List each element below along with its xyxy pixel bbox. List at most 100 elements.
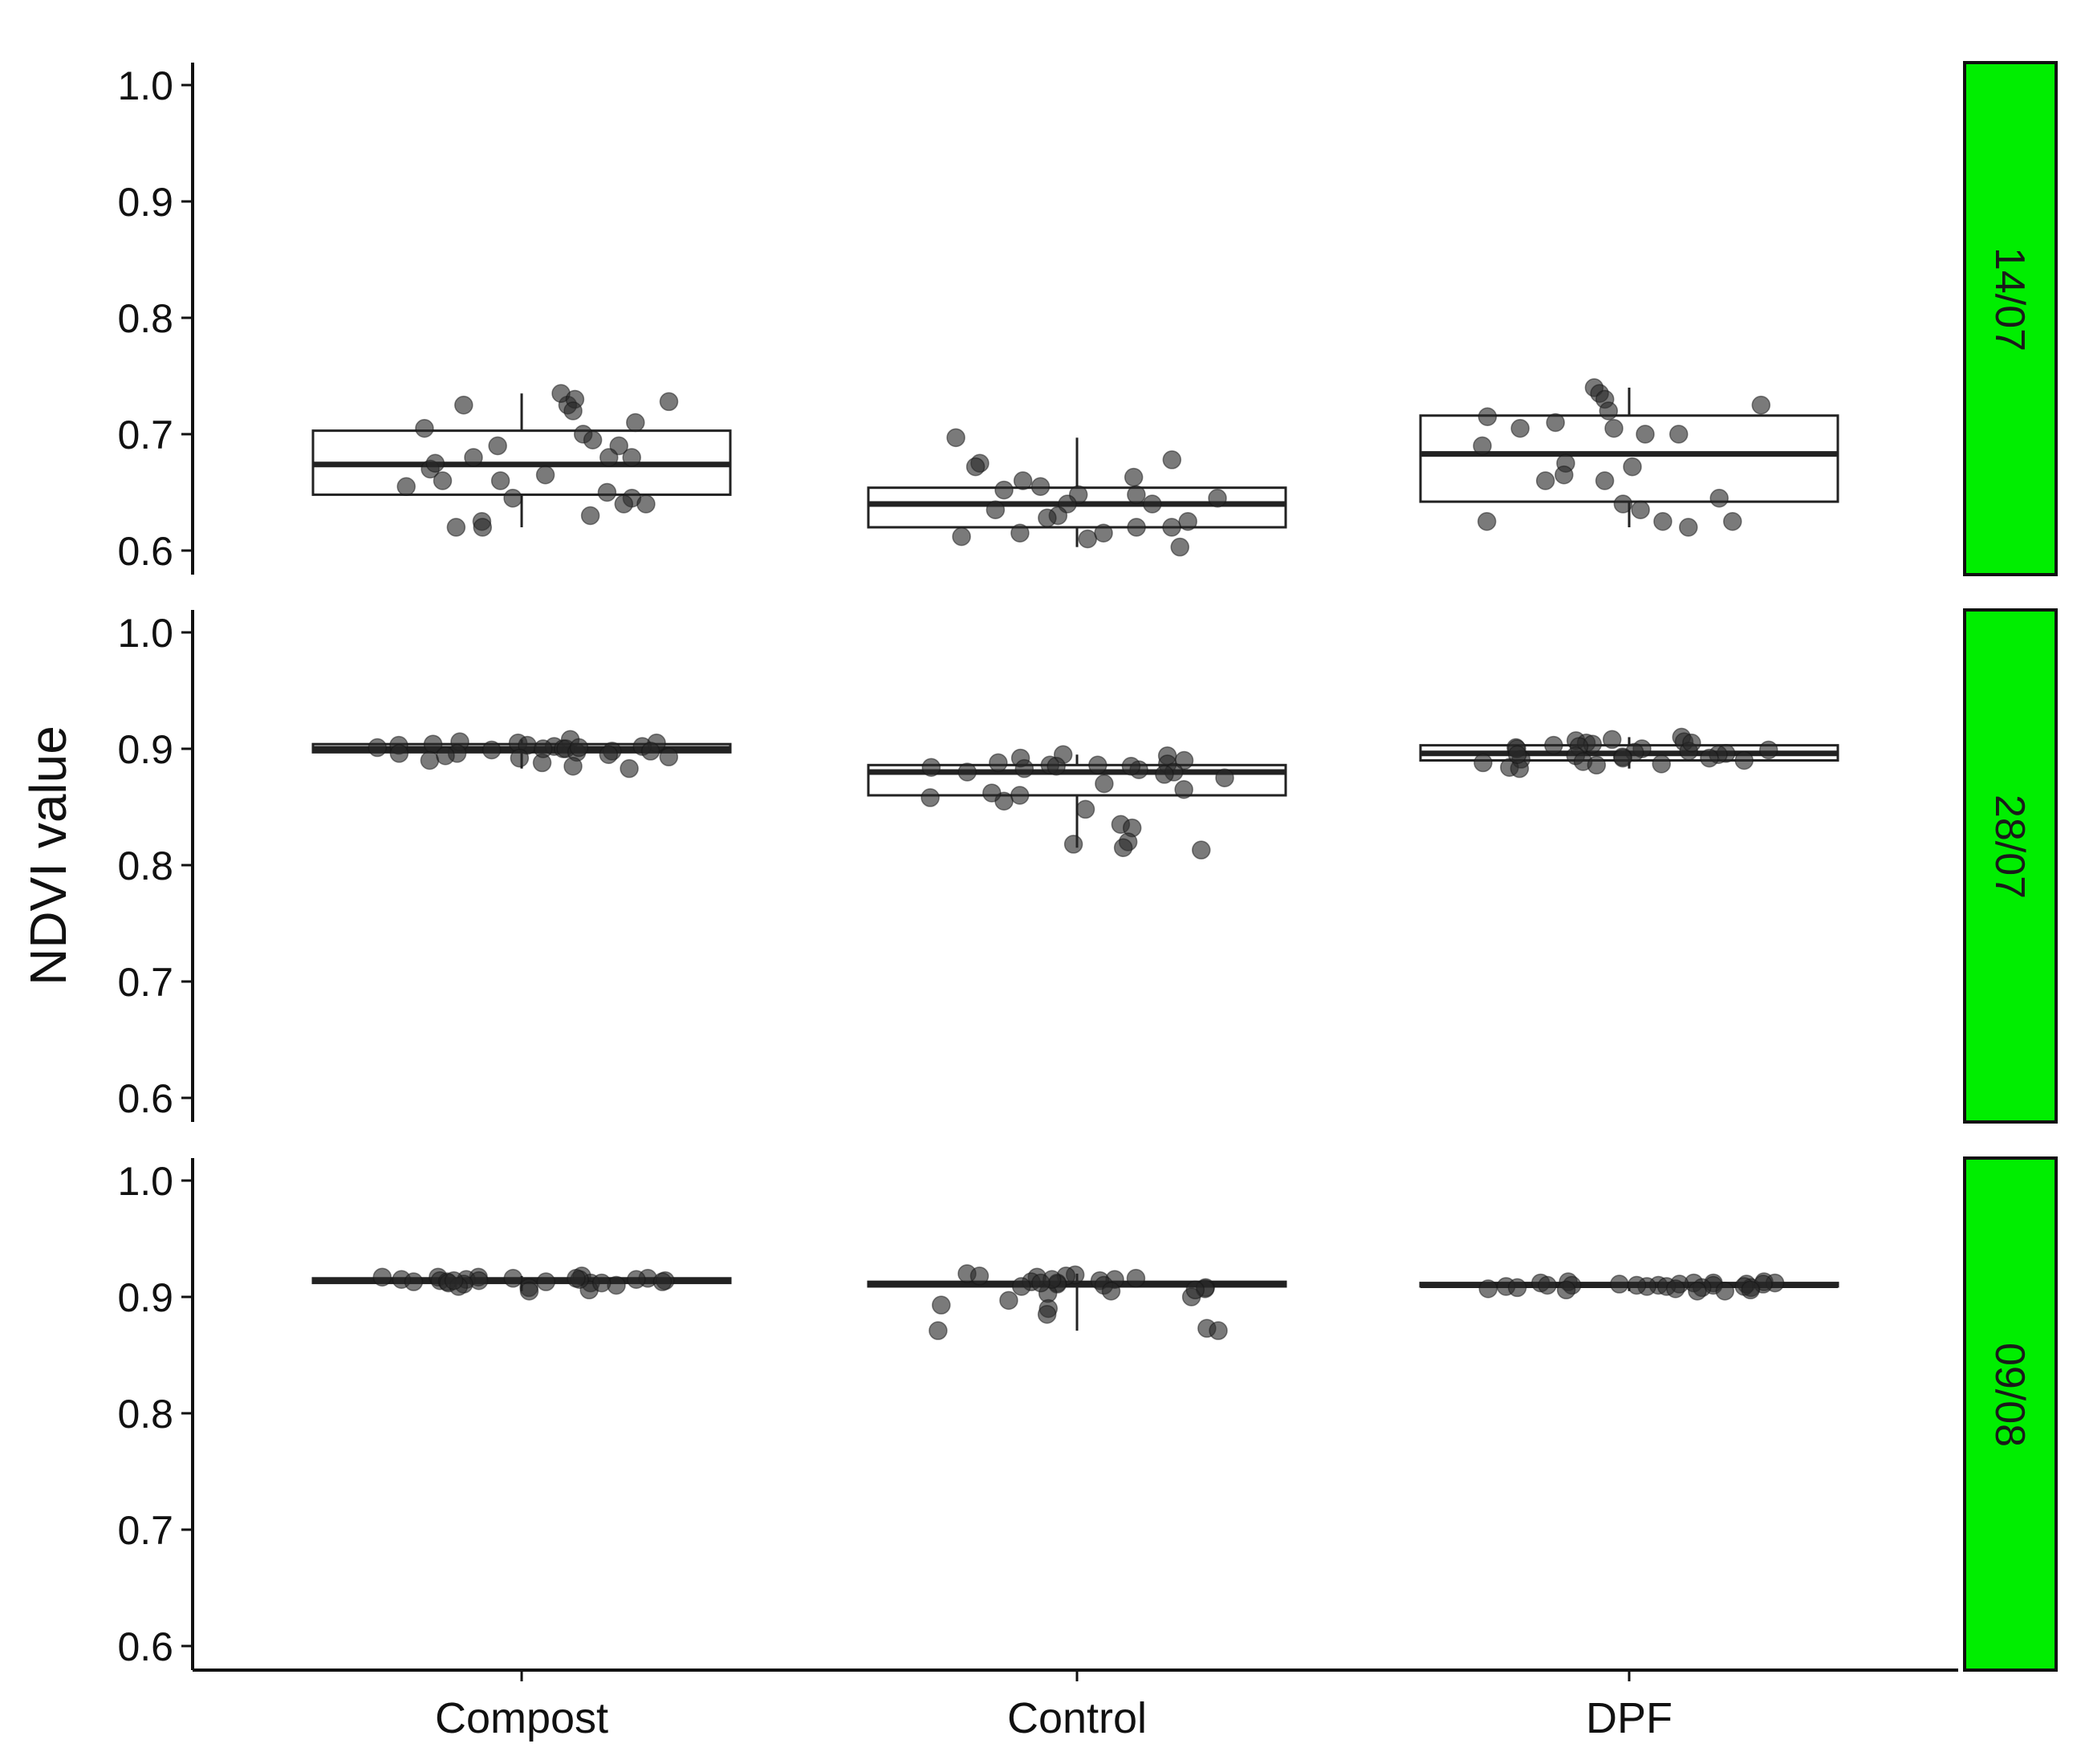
data-point xyxy=(535,465,555,485)
y-tick-label: 0.9 xyxy=(117,180,173,225)
data-point xyxy=(1602,730,1622,750)
data-point xyxy=(1599,401,1619,421)
facet-strip-label: 28/07 xyxy=(1986,795,2033,899)
data-point xyxy=(503,1269,523,1288)
data-point xyxy=(1627,1275,1647,1295)
data-point xyxy=(490,471,510,490)
data-point xyxy=(946,428,965,448)
data-point xyxy=(1538,1275,1557,1295)
data-point xyxy=(389,744,409,763)
data-point xyxy=(659,747,679,766)
points-control xyxy=(946,428,1227,557)
facet-panel-1: 0.6 0.7 0.8 0.9 1.0 14/07 xyxy=(117,61,2058,576)
y-tick-label: 0.6 xyxy=(117,1076,173,1121)
data-point xyxy=(1652,754,1671,774)
data-point xyxy=(1734,750,1754,770)
data-point xyxy=(1546,413,1565,433)
data-point xyxy=(591,1273,612,1293)
data-point xyxy=(640,742,660,761)
data-point xyxy=(1078,529,1097,549)
facet-strip-bg xyxy=(1963,1156,2058,1672)
facet-strip-bg xyxy=(1963,608,2058,1124)
data-point xyxy=(563,757,583,776)
data-point xyxy=(1143,494,1162,514)
facet-strip-label: 14/07 xyxy=(1986,247,2033,352)
points-compost xyxy=(368,730,679,778)
data-point xyxy=(1031,1273,1051,1293)
data-point xyxy=(396,477,416,496)
data-point xyxy=(932,1295,951,1315)
data-point xyxy=(597,482,617,502)
data-point xyxy=(1478,1279,1498,1299)
data-point xyxy=(1127,485,1146,505)
y-tick-label: 0.9 xyxy=(117,727,173,772)
data-point xyxy=(433,471,453,490)
data-point xyxy=(1063,835,1083,854)
data-point xyxy=(583,430,603,449)
facet-strip: 09/08 xyxy=(1963,1156,2058,1672)
y-tick-label: 0.6 xyxy=(117,1624,173,1669)
data-point xyxy=(536,1272,556,1291)
data-point xyxy=(989,753,1008,773)
y-tick-label: 0.9 xyxy=(117,1275,173,1320)
data-point xyxy=(965,457,986,477)
data-point xyxy=(503,489,522,508)
data-point xyxy=(1613,748,1632,768)
data-point xyxy=(1477,512,1497,531)
data-point xyxy=(563,401,583,421)
points-compost xyxy=(396,384,679,537)
data-point xyxy=(1155,765,1174,784)
points-compost xyxy=(372,1266,675,1301)
points-dpf xyxy=(1473,727,1778,778)
data-point xyxy=(510,748,530,768)
x-tick-label: DPF xyxy=(1586,1694,1672,1742)
data-point xyxy=(482,740,502,760)
data-point xyxy=(1751,396,1771,415)
data-point xyxy=(986,500,1006,519)
data-point xyxy=(567,1269,586,1288)
data-point xyxy=(368,738,387,758)
data-point xyxy=(1101,1282,1121,1301)
data-point xyxy=(1556,1280,1576,1300)
data-point xyxy=(982,783,1002,803)
data-point xyxy=(1544,735,1563,755)
data-point xyxy=(1610,1274,1629,1294)
data-point xyxy=(599,448,619,467)
data-point xyxy=(1507,1278,1527,1298)
facet-panel-2: 0.6 0.7 0.8 0.9 1.0 28/07 xyxy=(117,608,2058,1124)
data-point xyxy=(1653,512,1672,531)
y-tick-label: 0.8 xyxy=(117,843,173,888)
facet-strip: 14/07 xyxy=(1963,61,2058,576)
data-point xyxy=(1473,753,1493,773)
data-point xyxy=(436,746,455,766)
data-point xyxy=(1075,799,1095,819)
data-point xyxy=(1126,1269,1146,1288)
data-point xyxy=(372,1267,392,1287)
data-point xyxy=(1555,465,1574,485)
data-point xyxy=(1162,518,1181,537)
points-control xyxy=(921,745,1234,860)
data-point xyxy=(620,758,639,778)
data-point xyxy=(957,762,977,782)
data-point xyxy=(1030,477,1051,496)
data-point xyxy=(1758,740,1778,760)
data-point xyxy=(533,739,553,758)
data-point xyxy=(921,788,940,807)
data-point xyxy=(1113,838,1133,857)
facet-panel-3: 0.6 0.7 0.8 0.9 1.0 09/08 xyxy=(117,1156,2058,1672)
data-point xyxy=(1170,537,1189,557)
data-point xyxy=(444,1270,464,1290)
data-point xyxy=(1715,1282,1735,1301)
data-point xyxy=(1535,471,1555,490)
x-tick-label: Compost xyxy=(435,1694,608,1742)
data-point xyxy=(1124,467,1144,487)
data-point xyxy=(1047,757,1066,776)
data-point xyxy=(652,1272,673,1291)
points-dpf xyxy=(1478,1272,1785,1301)
y-axis-title: NDVI value xyxy=(19,726,77,986)
data-point xyxy=(1121,757,1141,776)
data-point xyxy=(1636,425,1655,444)
facet-strip-bg xyxy=(1963,61,2058,576)
data-point xyxy=(1473,436,1492,456)
data-point xyxy=(1631,500,1650,519)
